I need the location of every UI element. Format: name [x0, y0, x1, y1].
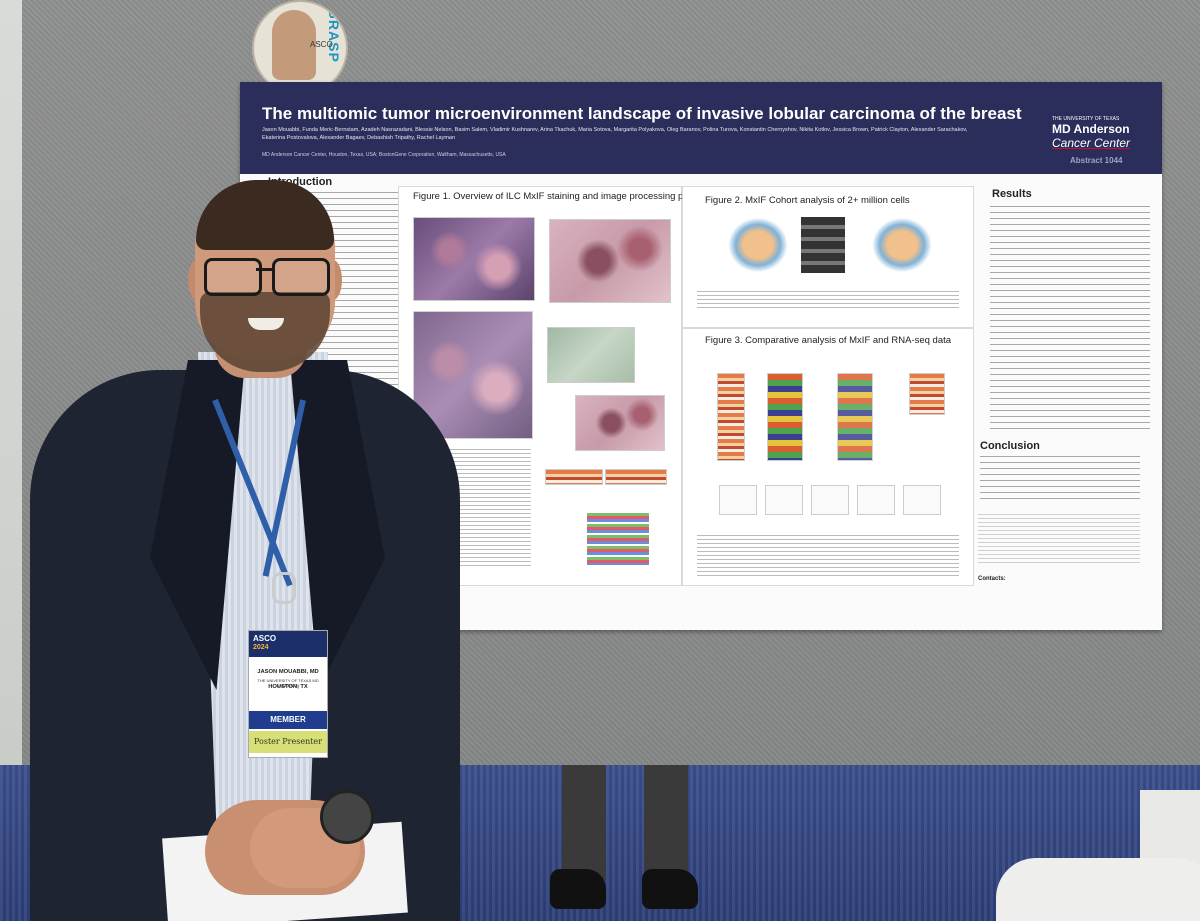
figure-1a-image — [413, 217, 535, 301]
figure-3-panel: Figure 3. Comparative analysis of MxIF a… — [682, 328, 974, 586]
poster-title: The multiomic tumor microenvironment lan… — [262, 104, 1022, 123]
figure-3e-scatter-1 — [719, 485, 757, 515]
wristwatch — [320, 790, 374, 844]
figure-2-caption — [697, 291, 959, 309]
smile — [248, 318, 284, 330]
references-block — [978, 514, 1140, 566]
figure-3d-heatmap — [909, 373, 945, 415]
figure-1e-bars — [587, 513, 649, 565]
results-text-block — [990, 206, 1150, 431]
figure-3c-stacked-bars — [837, 373, 873, 461]
figure-2-layer-stack — [801, 217, 845, 273]
badge-name: JASON MOUABBI, MD — [257, 669, 319, 675]
left-shoe — [550, 869, 606, 909]
figure-3e-scatter-2 — [765, 485, 803, 515]
abstract-number: Abstract 1044 — [1070, 156, 1123, 165]
white-chair — [996, 858, 1200, 921]
figure-1-title: Figure 1. Overview of ILC MxIF staining … — [413, 191, 711, 202]
logo-md-anderson: MD Anderson — [1052, 122, 1130, 136]
badge-institution: THE UNIVERSITY OF TEXAS MD ANDERSON — [257, 678, 319, 688]
right-lens — [272, 258, 330, 296]
figure-3-caption — [697, 535, 959, 577]
poster-authors: Jason Mouabbi, Funda Meric-Bernstam, Aza… — [262, 127, 968, 141]
conference-name-badge: ASCO 2024 JASON MOUABBI, MD THE UNIVERSI… — [248, 630, 328, 758]
figure-1c-bar — [545, 469, 603, 485]
background-person-legs — [550, 765, 698, 921]
research-poster: The multiomic tumor microenvironment lan… — [240, 82, 1162, 630]
figure-3a-heatmap — [717, 373, 745, 461]
badge-city: HOUSTON, TX — [268, 684, 308, 690]
left-lens — [204, 258, 262, 296]
figure-1-tumor-image — [547, 327, 635, 383]
right-leg — [644, 765, 688, 880]
figure-3e-scatter-5 — [903, 485, 941, 515]
contacts-heading: Contacts: — [978, 576, 1006, 582]
grasp-pin-badge: GRASP ASCO — [252, 0, 348, 96]
badge-role-label: Poster Presenter — [249, 731, 327, 753]
conclusion-heading: Conclusion — [980, 440, 1040, 452]
figure-3e-scatter-4 — [857, 485, 895, 515]
badge-year: 2024 — [253, 644, 269, 651]
right-shoe — [642, 869, 698, 909]
logo-cancer-center: Cancer Center — [1052, 136, 1131, 150]
lanyard-clip — [272, 572, 296, 604]
figure-1d-bar — [605, 469, 667, 485]
figure-2-panel: Figure 2. MxIF Cohort analysis of 2+ mil… — [682, 186, 974, 328]
conclusion-text-block — [980, 456, 1140, 504]
figure-3b-stacked-bars — [767, 373, 803, 461]
glasses-bridge — [256, 268, 272, 271]
badge-grasp-text: GRASP — [326, 8, 342, 63]
badge-portrait — [272, 10, 316, 80]
logo-university: THE UNIVERSITY OF TEXAS — [1052, 116, 1120, 122]
figure-2a-umap — [723, 213, 793, 277]
figure-1b-image — [549, 219, 671, 303]
badge-member-label: MEMBER — [249, 711, 327, 729]
results-heading: Results — [992, 188, 1032, 200]
badge-org: ASCO — [253, 634, 277, 643]
figure-1-stroma-image — [575, 395, 665, 451]
badge-header: ASCO 2024 — [249, 631, 327, 657]
left-leg — [562, 765, 606, 880]
figure-1-tile-grid — [413, 311, 533, 439]
figure-3-title: Figure 3. Comparative analysis of MxIF a… — [705, 335, 952, 346]
eyeglasses — [200, 258, 330, 296]
figure-2b-umap — [867, 213, 937, 277]
figure-2-title: Figure 2. MxIF Cohort analysis of 2+ mil… — [705, 195, 910, 206]
figure-3e-scatter-3 — [811, 485, 849, 515]
badge-asco-text: ASCO — [310, 40, 333, 49]
poster-affiliation: MD Anderson Cancer Center, Houston, Texa… — [262, 152, 506, 158]
poster-header: The multiomic tumor microenvironment lan… — [240, 82, 1162, 174]
